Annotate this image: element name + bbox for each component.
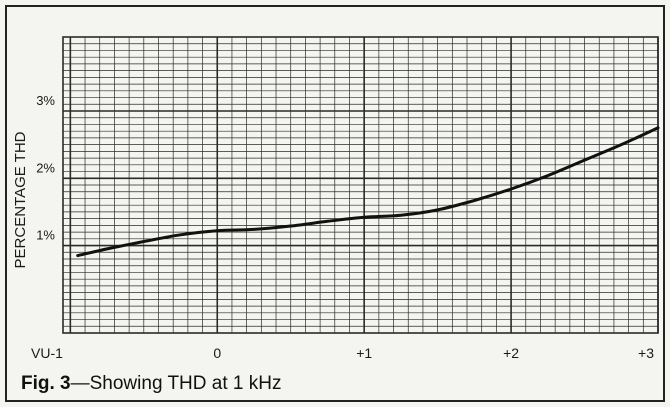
y-tick-label: 2% (36, 160, 55, 175)
figure-caption: Fig. 3—Showing THD at 1 kHz (21, 373, 281, 395)
figure-label: Fig. 3 (21, 373, 71, 394)
caption-text: —Showing THD at 1 kHz (70, 373, 282, 394)
y-tick-labels: 1% 2% 3% (36, 93, 55, 243)
x-tick-label: VU-1 (31, 345, 63, 361)
plot-frame (62, 36, 659, 334)
x-tick-label: +3 (638, 345, 654, 361)
y-tick-label: 1% (36, 228, 55, 243)
y-axis-label: PERCENTAGE THD (12, 131, 29, 268)
x-tick-labels: VU-1 0 +1 +2 +3 (31, 345, 654, 361)
x-tick-label: +1 (356, 345, 372, 361)
x-tick-label: +2 (503, 345, 519, 361)
x-tick-label: 0 (213, 345, 221, 361)
thd-curve (76, 126, 660, 258)
grid (62, 36, 659, 334)
y-tick-label: 3% (36, 93, 55, 108)
figure-border (5, 5, 665, 402)
